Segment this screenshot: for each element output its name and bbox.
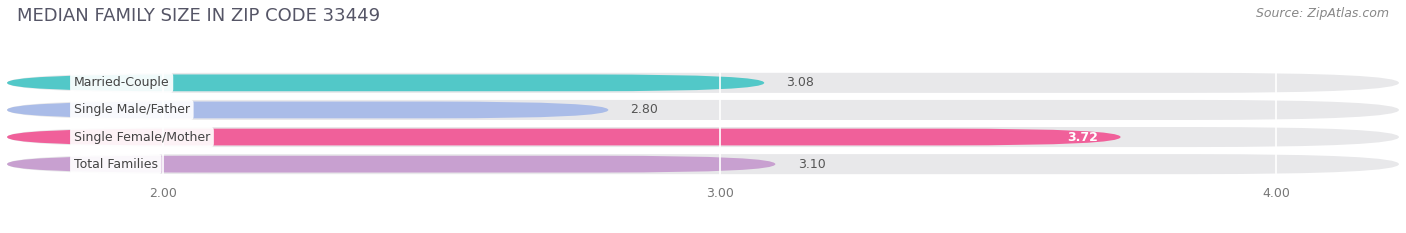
Text: Source: ZipAtlas.com: Source: ZipAtlas.com bbox=[1256, 7, 1389, 20]
FancyBboxPatch shape bbox=[7, 154, 1399, 174]
Text: Single Male/Father: Single Male/Father bbox=[75, 103, 190, 116]
Text: MEDIAN FAMILY SIZE IN ZIP CODE 33449: MEDIAN FAMILY SIZE IN ZIP CODE 33449 bbox=[17, 7, 380, 25]
FancyBboxPatch shape bbox=[7, 102, 609, 118]
FancyBboxPatch shape bbox=[7, 73, 1399, 93]
Text: Total Families: Total Families bbox=[75, 158, 157, 171]
FancyBboxPatch shape bbox=[7, 129, 1121, 145]
Text: Married-Couple: Married-Couple bbox=[75, 76, 170, 89]
Text: 2.80: 2.80 bbox=[631, 103, 658, 116]
Text: 3.08: 3.08 bbox=[786, 76, 814, 89]
Text: 3.10: 3.10 bbox=[797, 158, 825, 171]
FancyBboxPatch shape bbox=[7, 75, 765, 91]
Text: 3.72: 3.72 bbox=[1067, 130, 1098, 144]
FancyBboxPatch shape bbox=[7, 156, 775, 172]
FancyBboxPatch shape bbox=[7, 127, 1399, 147]
Text: Single Female/Mother: Single Female/Mother bbox=[75, 130, 209, 144]
FancyBboxPatch shape bbox=[7, 100, 1399, 120]
